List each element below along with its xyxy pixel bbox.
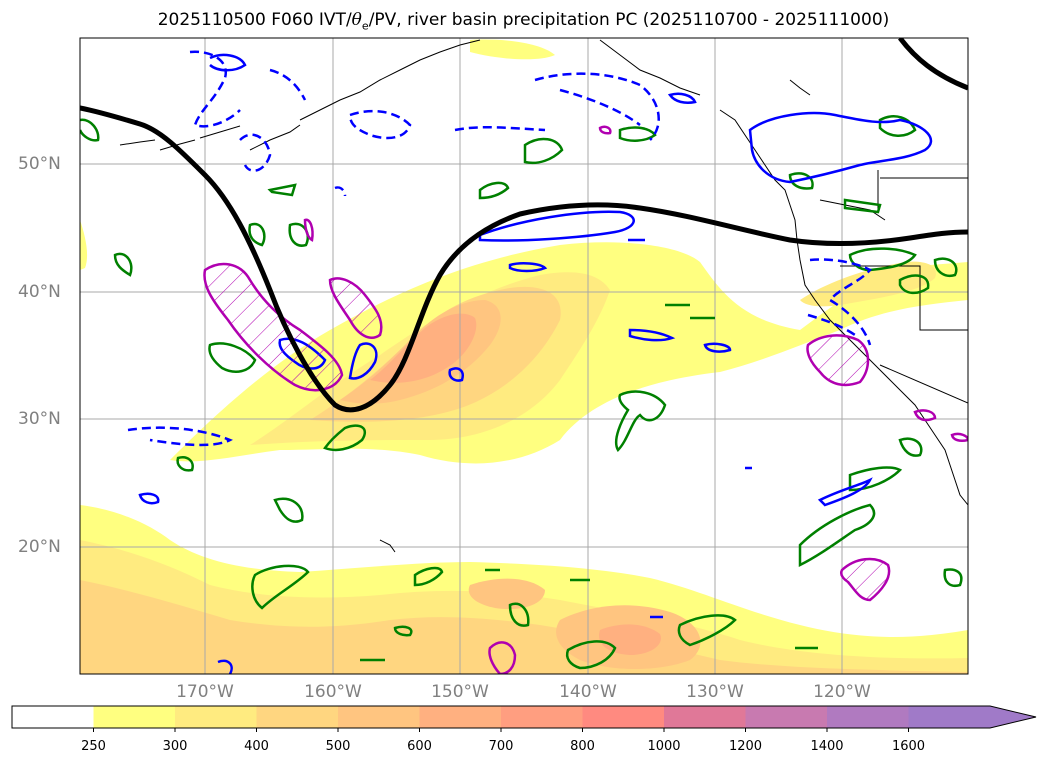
colorbar-label: 400 xyxy=(244,739,269,754)
lat-label-20n: 20°N xyxy=(18,537,61,557)
colorbar-segment xyxy=(338,706,420,728)
colorbar-segment xyxy=(256,706,339,728)
colorbar-label: 700 xyxy=(488,739,514,754)
map-frame xyxy=(79,37,969,675)
colorbar-segment xyxy=(827,706,909,728)
map-title: 2025110500 F060 IVT/θe/PV, river basin p… xyxy=(157,10,890,33)
lat-label-40n: 40°N xyxy=(18,282,61,302)
colorbar-segment xyxy=(175,706,257,728)
lat-label-30n: 30°N xyxy=(18,409,61,429)
colorbar-segment xyxy=(501,706,583,728)
colorbar-label: 300 xyxy=(162,739,188,754)
black-contour xyxy=(80,105,968,413)
colorbar-segment xyxy=(664,706,746,728)
lon-label-130w: 130°W xyxy=(686,682,744,702)
black-contour-ne xyxy=(898,38,968,91)
colorbar-outline xyxy=(11,705,1037,729)
pv-contours-magenta xyxy=(203,125,968,674)
colorbar-label: 1000 xyxy=(647,739,681,754)
colorbar-segment xyxy=(745,706,828,728)
colorbar-label: 1600 xyxy=(891,739,926,754)
theta-contours-solid xyxy=(138,53,933,674)
coastlines xyxy=(119,39,968,553)
lon-label-170w: 170°W xyxy=(176,682,234,702)
colorbar-extend-arrow xyxy=(990,706,1036,728)
colorbar-label: 250 xyxy=(81,739,106,754)
colorbar-segment xyxy=(582,706,665,728)
colorbar-segment xyxy=(908,706,991,728)
lon-label-150w: 150°W xyxy=(431,682,489,702)
colorbar xyxy=(11,705,1037,732)
lon-label-160w: 160°W xyxy=(304,682,362,702)
lat-label-50n: 50°N xyxy=(18,154,61,174)
colorbar-label: 1200 xyxy=(728,739,763,754)
theta-contours-dashed xyxy=(127,50,872,447)
pv-contours-green xyxy=(80,115,963,670)
colorbar-segment xyxy=(12,706,94,728)
colorbar-label: 800 xyxy=(570,739,595,754)
lon-label-140w: 140°W xyxy=(559,682,617,702)
colorbar-label: 1400 xyxy=(810,739,844,754)
colorbar-label: 500 xyxy=(325,739,351,754)
colorbar-segment xyxy=(93,706,176,728)
lon-label-120w: 120°W xyxy=(813,682,871,702)
colorbar-label: 600 xyxy=(407,739,432,754)
colorbar-segment xyxy=(419,706,502,728)
